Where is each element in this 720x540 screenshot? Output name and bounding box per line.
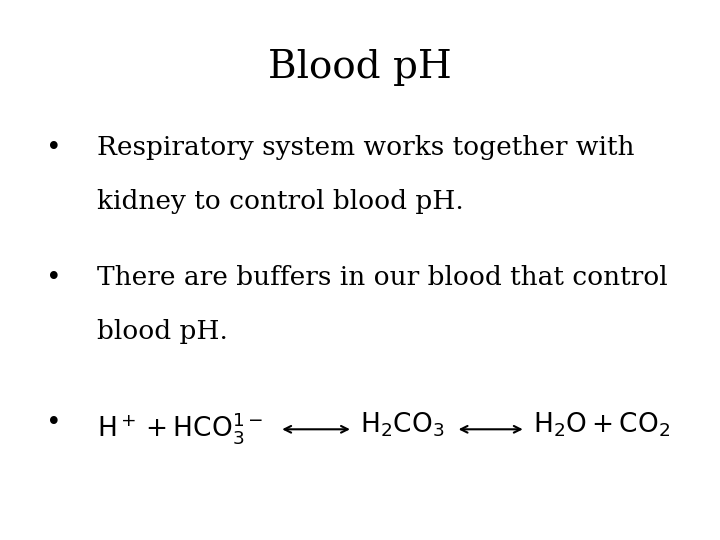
Text: Blood pH: Blood pH [268,49,452,86]
Text: •: • [46,410,62,435]
Text: $\mathsf{H_2CO_3}$: $\mathsf{H_2CO_3}$ [360,410,444,439]
Text: $\mathsf{H^+ + HCO_3^{1-}}$: $\mathsf{H^+ + HCO_3^{1-}}$ [97,410,264,447]
Text: blood pH.: blood pH. [97,319,228,343]
Text: •: • [46,135,62,160]
Text: kidney to control blood pH.: kidney to control blood pH. [97,189,464,214]
Text: •: • [46,265,62,289]
Text: There are buffers in our blood that control: There are buffers in our blood that cont… [97,265,668,289]
Text: Respiratory system works together with: Respiratory system works together with [97,135,635,160]
Text: $\mathsf{H_2O + CO_2}$: $\mathsf{H_2O + CO_2}$ [533,410,670,439]
